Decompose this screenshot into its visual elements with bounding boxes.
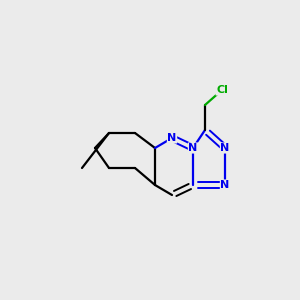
Text: Cl: Cl (216, 85, 228, 95)
Text: N: N (188, 143, 198, 153)
Text: N: N (220, 180, 230, 190)
Text: N: N (167, 133, 177, 143)
Text: N: N (220, 143, 230, 153)
